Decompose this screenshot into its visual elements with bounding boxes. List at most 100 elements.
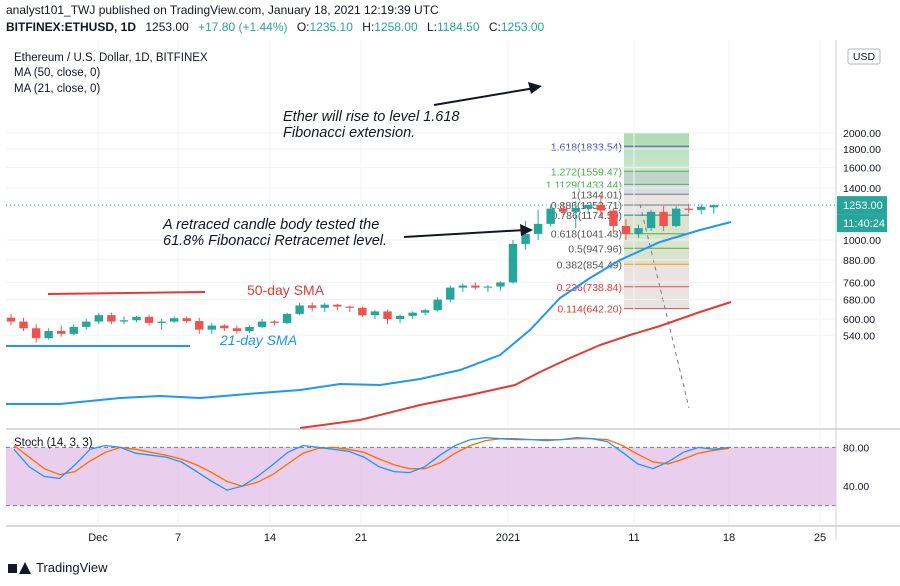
candlesticks [6,195,836,343]
open-label: O: [296,20,310,34]
stoch-d-line [13,438,730,487]
candle-body [333,304,342,307]
stoch-axis-bg [836,430,900,525]
candle-body [57,331,66,334]
stoch-tick-label: 40.00 [843,481,869,493]
candle-body [709,205,718,208]
change-value: +17.80 (+1.44%) [198,20,288,34]
annotation-ether-line1: Ether will rise to level 1.618 [283,109,460,125]
candle-body [308,305,317,308]
candle-body [621,225,631,234]
price-tick-label: 1600.00 [843,162,881,174]
candle-body [157,321,166,323]
price-pane[interactable] [6,40,836,428]
tradingview-icon [8,561,31,575]
last-price-label: 1253.00 [843,200,883,212]
close-value-2: 1253.00 [500,20,545,34]
open-value: 1235.10 [309,20,353,34]
candle-body [609,210,618,226]
price-axis[interactable]: 2000.00 1800.00 1600.00 1400.00 1000.00 880.0… [836,40,900,428]
fibonacci-tool[interactable]: 0.114(642.20)0.236(738.84)0.382(854.49)0… [546,132,690,409]
candle-body [408,312,417,316]
fib-level-label: 0.236(738.84) [557,282,622,294]
countdown-badge [837,214,887,233]
candle-body [458,285,467,288]
price-axis-bg [836,40,900,428]
candle-body [207,325,216,330]
fib-level-label: 0.5(947.96) [568,243,622,255]
candle-body [245,326,254,332]
stoch-label[interactable]: Stoch (14, 3, 3) [14,437,93,449]
candle-body [508,243,518,283]
symbol-label[interactable]: BITFINEX:ETHUSD, 1D [6,20,137,34]
candle-body [232,328,242,332]
candle-body [671,208,681,226]
low-value: 1184.50 [437,20,480,34]
candle-body [345,306,355,308]
annotations: Ether will rise to level 1.618Fibonacci … [162,82,542,348]
last-price-badge [837,196,887,215]
candle-body [546,208,555,224]
countdown-label: 11:40:24 [843,218,885,230]
price-tick-label: 540.00 [843,330,875,342]
annotation-sma50: 50-day SMA [247,282,325,298]
price-tick-label: 1800.00 [843,144,881,156]
candle-body [634,228,643,234]
candle-body [420,310,430,313]
fib-level-label: 0.618(1041.43) [551,229,622,241]
stoch-k-line [13,437,730,491]
candle-body [584,204,593,208]
fib-level-label: 1.618(1833.54) [551,141,622,153]
time-tick-label: 2021 [496,532,520,544]
candle-body [521,233,530,244]
price-tick-label: 2000.00 [843,128,881,140]
stoch-band [6,447,836,506]
candle-body [646,211,656,229]
sma50-line [299,301,732,429]
candle-body [659,211,668,226]
close-label: C: [488,20,501,34]
candle-body [370,311,380,316]
candle-body [320,304,329,308]
legend-ma21[interactable]: MA (21, close, 0) [14,83,101,95]
time-tick-label: 25 [814,532,826,544]
fib-level-label: 0.786(1174.50) [552,210,622,222]
candle-body [684,208,693,210]
candle-body [69,326,78,334]
time-tick-label: 21 [355,532,367,544]
stochastic-indicator: 80.00 40.00 [6,430,900,525]
time-tick-label: 11 [628,532,639,544]
candle-body [19,321,28,329]
candle-body [559,208,568,212]
legend-title: Ethereum / U.S. Dollar, 1D, BITFINEX [14,52,208,64]
candle-body [94,315,104,322]
tradingview-logo: TradingView [8,560,108,575]
candle-body [496,282,505,287]
fib-level-label: 0.114(642.20) [557,303,622,315]
candle-body [182,318,191,322]
candle-body [483,286,493,288]
candle-body [433,299,442,311]
grid [6,40,836,525]
close-value: 1253.00 [145,20,189,34]
arrow-retrace-shaft [403,229,526,238]
published-info: analyst101_TWJ published on TradingView.… [6,3,439,17]
fib-level-label: 1.272(1559.47) [551,166,622,178]
candle-body [596,204,606,211]
legend-ma50[interactable]: MA (50, close, 0) [14,67,101,79]
time-axis[interactable]: Dec 7 14 21 2021 11 18 25 [88,532,826,544]
candle-body [383,311,392,319]
time-tick-label: 14 [264,532,276,544]
stoch-tick-label: 80.00 [843,442,869,454]
price-tick-label: 880.00 [843,255,875,267]
high-value: 1258.00 [374,20,418,34]
candle-body [571,207,580,212]
candle-body [119,320,129,322]
annotation-sma21: 21-day SMA [219,332,297,348]
ohlc-line: BITFINEX:ETHUSD, 1D 1253.00 +17.80 (+1.4… [6,20,544,34]
arrow-ether-shaft [433,87,536,106]
candle-body [697,206,706,210]
price-tick-label: 1000.00 [843,235,881,247]
candle-body [395,315,405,319]
